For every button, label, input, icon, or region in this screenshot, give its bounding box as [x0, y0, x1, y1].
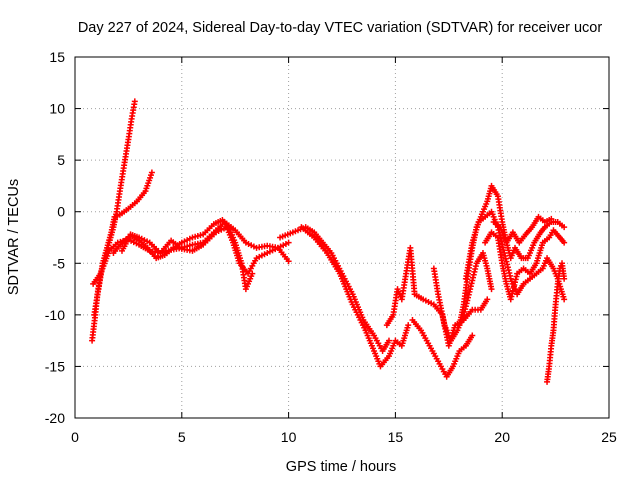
y-tick-label: -10	[45, 307, 65, 323]
y-tick-label: 5	[57, 152, 65, 168]
series-arc-5	[118, 224, 292, 277]
grid	[75, 57, 609, 418]
y-tick-label: 0	[57, 204, 65, 220]
series-arc-9	[409, 317, 476, 380]
x-tick-label: 5	[178, 429, 186, 445]
data-point-marker	[561, 275, 568, 282]
y-tick-label: -20	[45, 410, 65, 426]
x-axis-label: GPS time / hours	[286, 459, 396, 475]
series-arc-15	[544, 260, 568, 385]
data-point-marker	[285, 258, 292, 265]
data-point-marker	[488, 286, 495, 293]
series-arc-7	[298, 224, 412, 370]
x-tick-label: 25	[601, 429, 617, 445]
data-point-marker	[285, 239, 292, 246]
series-arc-6	[277, 224, 392, 354]
data-point-marker	[469, 332, 476, 339]
data-point-marker	[385, 337, 392, 344]
data-point-marker	[561, 239, 568, 246]
series-arc-12	[462, 208, 568, 303]
series-arc-11	[456, 182, 568, 329]
x-tick-label: 10	[281, 429, 297, 445]
series-arc-13	[482, 227, 568, 303]
y-axis-label: SDTVAR / TECUs	[6, 179, 22, 295]
data-point-marker	[148, 169, 155, 176]
series-group	[89, 98, 568, 385]
series-arc-8	[383, 244, 491, 349]
y-tick-label: -15	[45, 358, 65, 374]
y-tick-label: 10	[49, 101, 65, 117]
data-point-marker	[405, 322, 412, 329]
data-point-marker	[131, 98, 138, 105]
y-tick-label: 15	[49, 49, 65, 65]
y-tick-label: -5	[53, 255, 66, 271]
data-point-marker	[484, 296, 491, 303]
data-point-marker	[548, 215, 555, 222]
chart-title: Day 227 of 2024, Sidereal Day-to-day VTE…	[78, 20, 603, 36]
data-point-marker	[561, 224, 568, 231]
x-tick-label: 20	[494, 429, 510, 445]
series-arc-14	[490, 213, 555, 246]
plot-frame	[74, 56, 610, 419]
x-tick-label: 15	[388, 429, 404, 445]
data-point-marker	[561, 296, 568, 303]
axis-ticks: 0 5 10 15 20 25 -20 -15 -10 -5 0 5 10 15	[45, 49, 617, 445]
x-tick-label: 0	[71, 429, 79, 445]
